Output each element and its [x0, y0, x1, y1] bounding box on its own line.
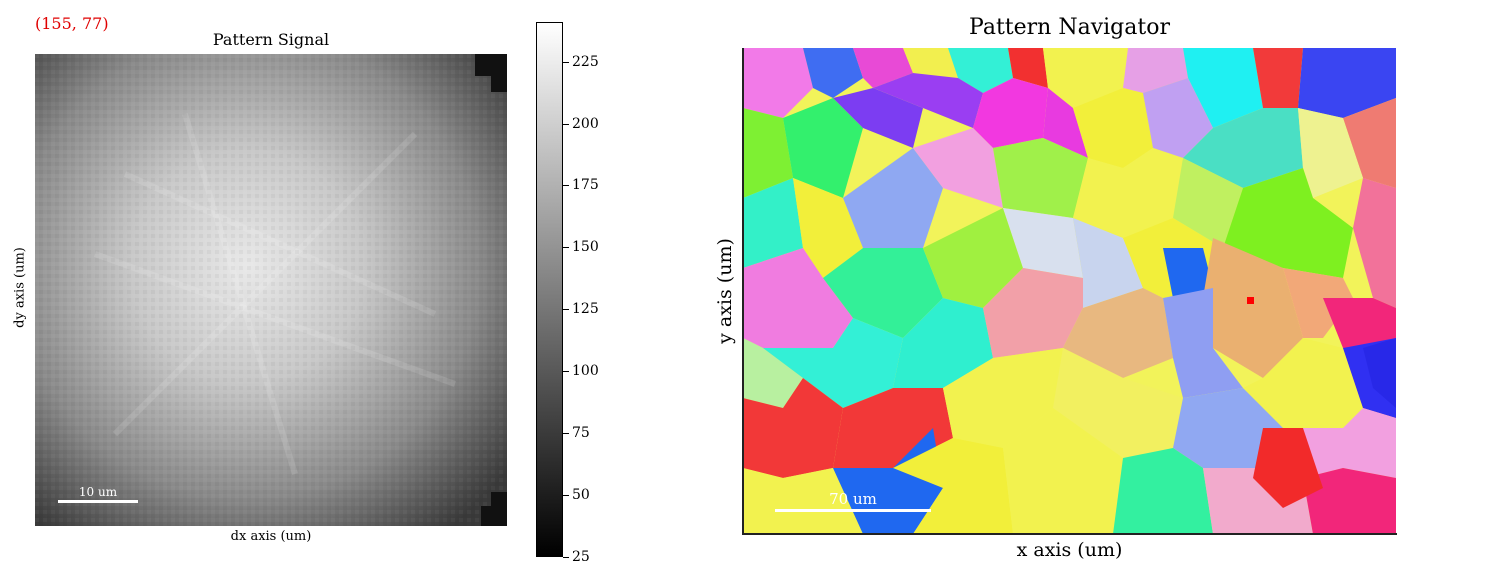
- signal-y-axis-label: dy axis (um): [12, 247, 28, 328]
- colorbar-tick: [563, 247, 569, 248]
- navigator-x-axis-label: x axis (um): [1016, 539, 1123, 561]
- pattern-signal-svg: [35, 54, 507, 526]
- colorbar-tick: [563, 495, 569, 496]
- navigator-plot-title: Pattern Navigator: [969, 15, 1170, 40]
- colorbar-tick-label: 125: [572, 301, 599, 317]
- navigator-position-marker[interactable]: [1247, 297, 1254, 304]
- signal-scalebar: [58, 500, 138, 503]
- colorbar-tick: [563, 433, 569, 434]
- colorbar-tick: [563, 62, 569, 63]
- colorbar-tick: [563, 309, 569, 310]
- navigator-scalebar-label: 70 um: [829, 490, 877, 508]
- colorbar-tick: [563, 557, 569, 558]
- navigator-y-axis-line: [742, 48, 744, 535]
- grain-map-svg: [743, 48, 1396, 534]
- navigator-x-axis-line: [743, 533, 1397, 535]
- signal-scalebar-label: 10 um: [78, 485, 118, 499]
- navigator-scalebar: [775, 509, 931, 512]
- pattern-signal-image[interactable]: [35, 54, 507, 526]
- colorbar-tick-label: 75: [572, 425, 590, 441]
- colorbar-tick: [563, 371, 569, 372]
- pattern-navigator-image[interactable]: [743, 48, 1396, 534]
- colorbar-tick-label: 225: [572, 54, 599, 70]
- signal-plot-title: Pattern Signal: [212, 30, 330, 49]
- colorbar-tick-label: 150: [572, 239, 599, 255]
- colorbar: [536, 22, 563, 557]
- colorbar-tick-label: 25: [572, 549, 590, 565]
- colorbar-tick-label: 200: [572, 116, 599, 132]
- navigator-y-axis-label: y axis (um): [714, 238, 736, 344]
- signal-x-axis-label: dx axis (um): [230, 529, 312, 544]
- colorbar-tick-label: 100: [572, 363, 599, 379]
- colorbar-tick-label: 50: [572, 487, 590, 503]
- coordinate-readout: (155, 77): [35, 14, 109, 33]
- colorbar-tick-label: 175: [572, 177, 599, 193]
- colorbar-tick: [563, 185, 569, 186]
- colorbar-tick: [563, 124, 569, 125]
